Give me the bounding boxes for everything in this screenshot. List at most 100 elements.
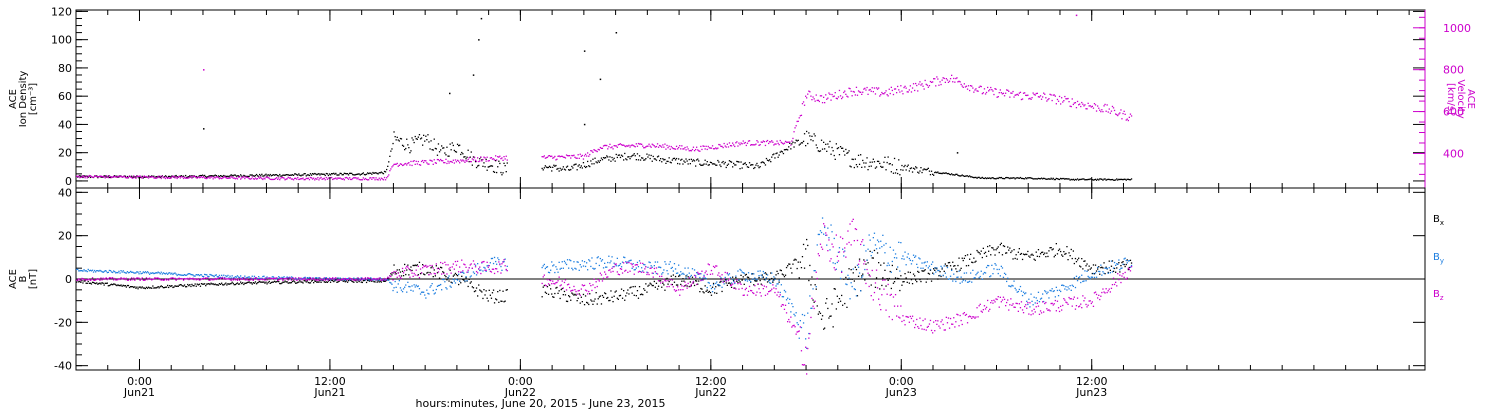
density-series-point <box>1003 178 1006 180</box>
density-series-point <box>1042 178 1044 180</box>
b-series-bx-point <box>908 282 910 284</box>
b-series-bx-point <box>967 264 970 267</box>
velocity-series-point <box>942 77 944 79</box>
b-series-by-point <box>761 276 763 278</box>
b-series-by-point <box>924 261 926 263</box>
b-series-bx-point <box>748 278 751 280</box>
b-series-by-point <box>114 271 116 273</box>
b-series-by-point <box>853 288 855 290</box>
b-series-by-point <box>748 279 751 281</box>
b-series-by-point <box>1088 276 1090 279</box>
b-series-by-point <box>497 257 499 259</box>
b-series-bz-point <box>1011 304 1013 306</box>
b-series-bx-point <box>324 281 326 283</box>
density-series-point <box>919 170 921 172</box>
b-series-bz-point <box>212 279 214 281</box>
b-series-bx-point <box>845 276 847 279</box>
density-series-point <box>264 174 266 176</box>
b-series-bx-point <box>332 280 334 282</box>
b-series-by-point <box>725 279 727 281</box>
b-series-bz-point <box>495 268 497 270</box>
b-series-by-point <box>306 277 308 279</box>
b-series-bx-point <box>311 279 314 281</box>
velocity-series-point <box>948 80 951 82</box>
velocity-series-point <box>266 176 268 178</box>
b-series-by-point <box>500 265 502 268</box>
density-series-point <box>1049 178 1051 180</box>
b-series-by-point <box>860 290 862 292</box>
b-series-by-point <box>821 217 824 219</box>
velocity-series-point <box>190 175 192 177</box>
density-series-point <box>832 150 834 152</box>
b-series-bz-point <box>777 291 779 293</box>
density-series-point <box>1011 177 1013 179</box>
velocity-series-point <box>265 176 267 178</box>
density-series-point <box>632 154 634 156</box>
b-series-bz-point <box>869 275 871 277</box>
velocity-series-point <box>160 177 162 180</box>
b-series-bx-point <box>696 280 698 282</box>
b-series-bx-point <box>232 282 234 285</box>
velocity-series-point <box>353 177 355 179</box>
b-series-bz-point <box>673 289 676 291</box>
b-series-bx-point <box>983 252 986 255</box>
b-series-by-point <box>180 274 182 276</box>
b-series-bz-point <box>1101 291 1103 294</box>
b-series-by-point <box>186 274 188 276</box>
velocity-series-point <box>707 145 709 148</box>
b-series-bx-point <box>1103 262 1105 264</box>
b-series-bz-point <box>655 267 658 269</box>
b-series-by-point <box>709 285 712 287</box>
velocity-series-point <box>984 93 987 95</box>
b-series-bz-point <box>736 279 738 281</box>
velocity-series-point <box>502 159 504 161</box>
b-series-by-point <box>961 281 963 283</box>
velocity-series-point <box>137 176 139 178</box>
b-series-bx-point <box>1076 259 1079 261</box>
b-series-bx-point <box>1050 247 1052 249</box>
density-series-point <box>84 175 86 177</box>
b-series-by-point <box>620 266 623 268</box>
velocity-series-point <box>339 177 341 179</box>
b-series-by-point <box>496 263 498 265</box>
b-series-bx-point <box>125 286 127 288</box>
b-series-by-point <box>303 277 305 279</box>
density-series-point <box>225 175 227 177</box>
velocity-series-point <box>362 177 364 179</box>
density-series-point <box>349 172 351 174</box>
b-series-bx-point <box>226 284 228 286</box>
density-series-point <box>858 163 861 165</box>
b-series-bx-point <box>179 284 181 286</box>
density-series-point <box>358 173 360 175</box>
density-series-point <box>662 158 664 160</box>
b-series-bz-point <box>211 279 213 281</box>
velocity-series-point <box>350 178 352 181</box>
b-series-bx-point <box>790 267 792 269</box>
b-series-bz-point <box>938 325 940 327</box>
b-series-by-point <box>819 230 822 232</box>
b-series-bz-point <box>1076 297 1079 299</box>
b-series-by-point <box>482 270 484 272</box>
density-series-point <box>998 176 1000 179</box>
b-series-bz-point <box>686 287 688 289</box>
b-series-bx-point <box>738 279 740 282</box>
density-series-point <box>965 175 968 177</box>
b-series-by-point <box>903 258 905 260</box>
velocity-series-point <box>978 86 980 88</box>
b-series-bx-point <box>616 297 618 299</box>
b-series-by-point <box>1051 288 1053 290</box>
velocity-series-point <box>972 87 974 89</box>
b-series-bz-point <box>437 271 440 273</box>
b-series-bz-point <box>626 261 628 263</box>
b-series-bz-point <box>897 305 899 307</box>
density-series-point <box>841 147 843 149</box>
b-series-bx-point <box>305 281 307 283</box>
velocity-series-point <box>420 160 423 163</box>
velocity-series-point <box>617 144 619 146</box>
b-series-by-point <box>339 277 341 279</box>
b-series-bz-point <box>794 326 796 328</box>
density-series-point <box>623 159 625 161</box>
velocity-series-point <box>488 160 490 162</box>
b-series-by-point <box>343 278 345 281</box>
b-series-bx-point <box>288 282 290 284</box>
